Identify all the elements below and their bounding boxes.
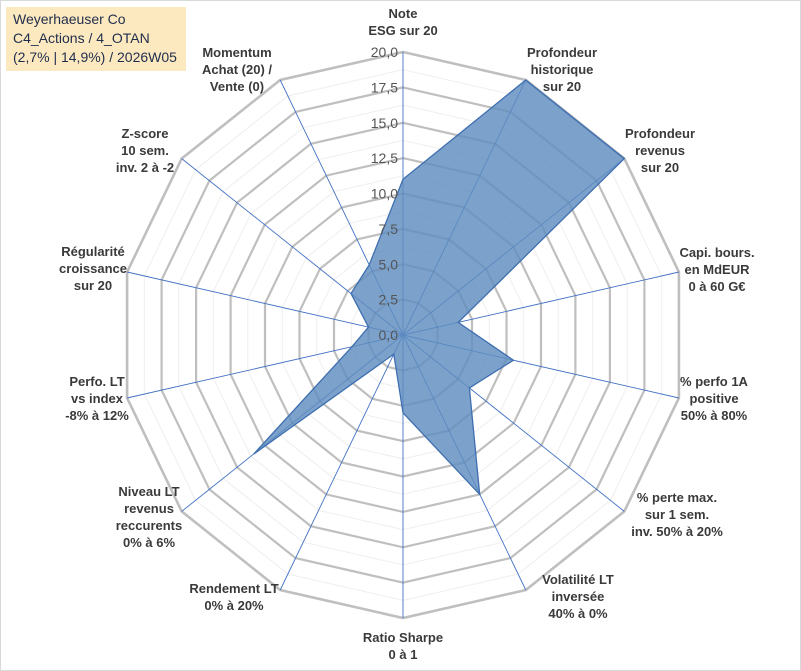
axis-label: Régularité croissance sur 20 [59, 244, 127, 293]
axis-label-line: sur 20 [74, 278, 112, 293]
axis-label-line: Achat (20) / [202, 62, 272, 77]
axis-label-line: Ratio Sharpe [363, 630, 443, 645]
axis-label: Z-score 10 sem. inv. 2 à -2 [116, 126, 174, 175]
axis-label-line: -8% à 12% [65, 408, 129, 423]
axis-label-line: positive [689, 391, 738, 406]
axis-label-line: 50% à 80% [681, 408, 748, 423]
axis-label: Rendement LT 0% à 20% [189, 581, 278, 613]
axis-label-line: inversée [552, 589, 605, 604]
axis-label-line: inv. 50% à 20% [631, 524, 723, 539]
axis-label: Note ESG sur 20 [368, 6, 437, 38]
axis-label-line: historique [531, 62, 594, 77]
axis-label-line: revenus [635, 143, 685, 158]
axis-label: Capi. bours. en MdEUR 0 à 60 G€ [679, 245, 754, 294]
axis-label-line: 0 à 1 [389, 647, 418, 662]
tick-label: 5,0 [379, 256, 399, 272]
radar-tick-labels: 0,0 2,5 5,0 7,5 10,0 12,5 15,0 17,5 20,0 [371, 44, 398, 343]
axis-label-line: sur 1 sem. [645, 507, 709, 522]
axis-label-line: % perte max. [637, 490, 717, 505]
axis-label-line: 40% à 0% [548, 606, 608, 621]
axis-label-line: Capi. bours. [679, 245, 754, 260]
axis-label-line: Perfo. LT [69, 374, 124, 389]
axis-label-line: Z-score [122, 126, 169, 141]
axis-label-line: Niveau LT [118, 484, 179, 499]
axis-label: Momentum Achat (20) / Vente (0) [202, 45, 272, 94]
axis-label-line: sur 20 [641, 160, 679, 175]
title-line-category: C4_Actions / 4_OTAN [13, 30, 150, 46]
axis-label-line: 10 sem. [121, 143, 169, 158]
axis-label: % perte max. sur 1 sem. inv. 50% à 20% [631, 490, 723, 539]
radar-spoke [279, 334, 404, 591]
axis-label-line: 0 à 60 G€ [688, 279, 745, 294]
axis-label: Ratio Sharpe 0 à 1 [363, 630, 443, 662]
axis-label-line: ESG sur 20 [368, 23, 437, 38]
axis-label: Perfo. LT vs index -8% à 12% [65, 374, 129, 423]
axis-label-line: Volatilité LT [542, 572, 614, 587]
axis-label-line: Note [389, 6, 418, 21]
axis-label-line: Profondeur [625, 126, 695, 141]
axis-label: % perfo 1A positive 50% à 80% [680, 374, 749, 423]
tick-label: 0,0 [379, 327, 399, 343]
title-line-company: Weyerhaeuser Co [13, 11, 126, 27]
axis-label-line: Momentum [202, 45, 271, 60]
axis-label: Volatilité LT inversée 40% à 0% [542, 572, 614, 621]
axis-label-line: croissance [59, 261, 127, 276]
tick-label: 17,5 [371, 79, 398, 95]
chart-title-box: Weyerhaeuser Co C4_Actions / 4_OTAN (2,7… [6, 7, 186, 71]
axis-label: Profondeur historique sur 20 [527, 45, 597, 94]
tick-label: 2,5 [379, 292, 399, 308]
axis-label-line: % perfo 1A [680, 374, 749, 389]
axis-label-line: Rendement LT [189, 581, 278, 596]
axis-label-line: inv. 2 à -2 [116, 160, 174, 175]
tick-label: 15,0 [371, 115, 398, 131]
axis-label-line: sur 20 [543, 79, 581, 94]
axis-label-line: en MdEUR [685, 262, 751, 277]
tick-label: 20,0 [371, 44, 398, 60]
axis-label-line: revenus [124, 501, 174, 516]
tick-label: 12,5 [371, 150, 398, 166]
axis-label-line: vs index [71, 391, 124, 406]
axis-label-line: Régularité [61, 244, 125, 259]
series-area [253, 79, 626, 497]
axis-label: Niveau LT revenus reccurents 0% à 6% [116, 484, 182, 550]
tick-label: 10,0 [371, 186, 398, 202]
radar-series [253, 79, 626, 497]
axis-label-line: Vente (0) [210, 79, 264, 94]
radar-axis-labels: Note ESG sur 20 Profondeur historique sur 20… [59, 6, 755, 662]
axis-label-line: Profondeur [527, 45, 597, 60]
title-line-period: (2,7% | 14,9%) / 2026W05 [13, 49, 177, 65]
axis-label-line: reccurents [116, 518, 182, 533]
tick-label: 7,5 [379, 221, 399, 237]
axis-label-line: 0% à 20% [204, 598, 264, 613]
axis-label: Profondeur revenus sur 20 [625, 126, 695, 175]
axis-label-line: 0% à 6% [123, 535, 175, 550]
radar-spoke [126, 271, 404, 336]
